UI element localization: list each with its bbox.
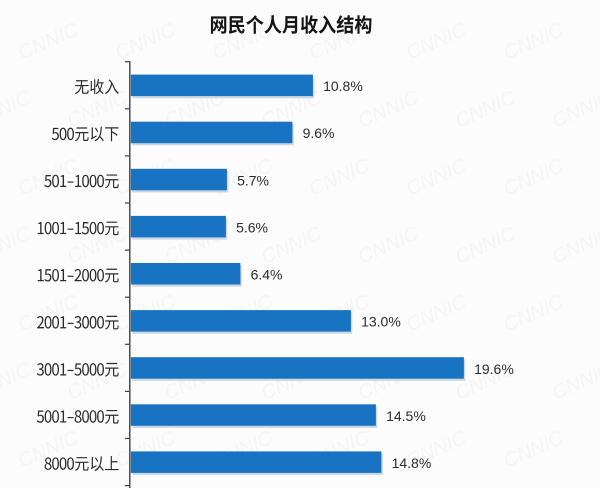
svg-text:6.4%: 6.4% bbox=[251, 267, 283, 283]
svg-text:14.5%: 14.5% bbox=[386, 408, 426, 424]
svg-text:13.0%: 13.0% bbox=[361, 314, 401, 330]
svg-text:5.6%: 5.6% bbox=[236, 220, 268, 236]
svg-text:19.6%: 19.6% bbox=[474, 361, 514, 377]
svg-text:9.6%: 9.6% bbox=[303, 125, 335, 141]
svg-text:5.7%: 5.7% bbox=[237, 172, 269, 188]
svg-text:10.8%: 10.8% bbox=[323, 78, 363, 94]
svg-text:14.8%: 14.8% bbox=[392, 455, 432, 471]
